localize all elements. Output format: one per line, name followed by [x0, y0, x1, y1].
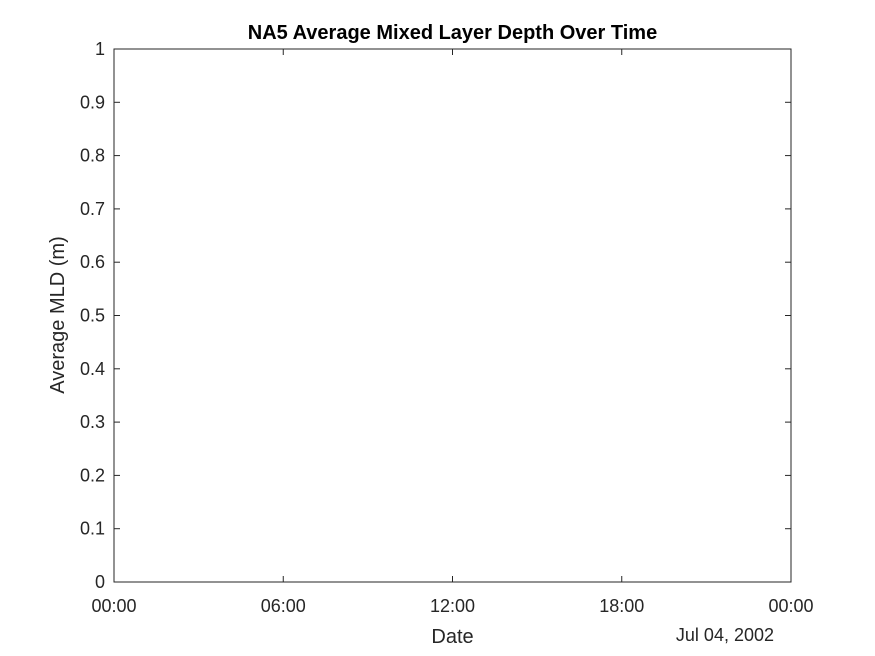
x-tick-label: 00:00 — [768, 596, 813, 616]
y-tick-label: 0.8 — [80, 146, 105, 166]
y-tick-label: 0.2 — [80, 465, 105, 485]
y-tick-label: 0.5 — [80, 306, 105, 326]
y-tick-label: 0.6 — [80, 252, 105, 272]
x-tick-label: 12:00 — [430, 596, 475, 616]
x-tick-label: 06:00 — [261, 596, 306, 616]
y-tick-label: 1 — [95, 39, 105, 59]
x-tick-label: 00:00 — [91, 596, 136, 616]
y-tick-label: 0.3 — [80, 412, 105, 432]
plot-area — [114, 49, 791, 582]
y-tick-label: 0.9 — [80, 92, 105, 112]
x-axis-label: Date — [431, 626, 473, 648]
x-tick-label: 18:00 — [599, 596, 644, 616]
tick-group: 0 0.1 0.2 0.3 0.4 0.5 0.6 0.7 0.8 0.9 1 00:00 06:00 1… — [80, 39, 814, 616]
y-tick-label: 0.1 — [80, 519, 105, 539]
x-date-label: Jul 04, 2002 — [676, 625, 774, 645]
y-tick-label: 0.7 — [80, 199, 105, 219]
chart-title: NA5 Average Mixed Layer Depth Over Time — [248, 22, 657, 44]
y-tick-label: 0.4 — [80, 359, 105, 379]
y-axis-label: Average MLD (m) — [47, 236, 69, 393]
y-tick-label: 0 — [95, 572, 105, 592]
axes-box — [113, 48, 792, 583]
